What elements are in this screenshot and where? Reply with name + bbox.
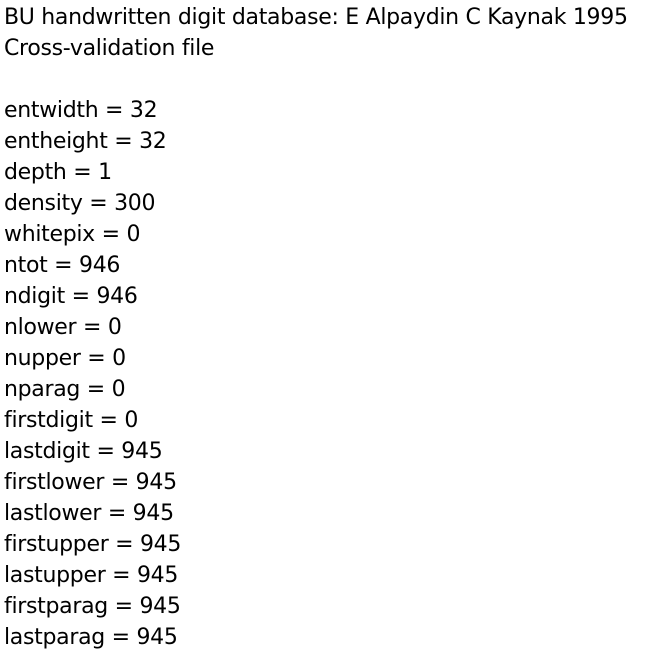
field-line-depth: depth = 1 xyxy=(4,157,671,188)
field-key: nupper xyxy=(4,346,81,371)
field-key: lastdigit xyxy=(4,439,90,464)
field-line-ndigit: ndigit = 946 xyxy=(4,281,671,312)
field-line-ntot: ntot = 946 xyxy=(4,250,671,281)
field-equals: = xyxy=(80,377,112,402)
field-value: 0 xyxy=(112,346,126,371)
field-line-entheight: entheight = 32 xyxy=(4,126,671,157)
field-equals: = xyxy=(107,594,140,619)
field-key: nparag xyxy=(4,377,81,402)
blank-line xyxy=(4,64,671,95)
field-value: 0 xyxy=(107,315,122,340)
document-title: BU handwritten digit database: E Alpaydi… xyxy=(4,5,628,30)
field-key: lastparag xyxy=(4,625,105,650)
field-line-nparag: nparag = 0 xyxy=(4,374,671,405)
field-value: 946 xyxy=(96,284,138,309)
field-key: nlower xyxy=(4,315,77,340)
field-equals: = xyxy=(80,346,113,371)
field-value: 945 xyxy=(139,532,182,557)
field-key: lastlower xyxy=(4,501,102,526)
field-key: whitepix xyxy=(4,222,95,247)
field-equals: = xyxy=(104,625,137,650)
field-key: firstlower xyxy=(4,470,105,495)
field-key: firstdigit xyxy=(4,408,93,433)
field-line-firstlower: firstlower = 945 xyxy=(4,467,671,498)
field-equals: = xyxy=(82,191,115,216)
field-equals: = xyxy=(89,439,122,464)
field-line-lastparag: lastparag = 945 xyxy=(4,622,671,653)
field-value: 300 xyxy=(114,191,156,216)
field-equals: = xyxy=(94,222,127,247)
field-equals: = xyxy=(98,98,130,123)
field-equals: = xyxy=(107,129,140,154)
field-equals: = xyxy=(47,253,79,278)
field-value: 0 xyxy=(111,377,126,402)
field-value: 945 xyxy=(136,625,178,650)
field-key: density xyxy=(4,191,83,216)
field-equals: = xyxy=(64,284,97,309)
field-value: 32 xyxy=(139,129,167,154)
field-line-firstparag: firstparag = 945 xyxy=(4,591,671,622)
field-line-lastupper: lastupper = 945 xyxy=(4,560,671,591)
field-equals: = xyxy=(66,160,99,185)
field-line-density: density = 300 xyxy=(4,188,671,219)
field-line-entwidth: entwidth = 32 xyxy=(4,95,671,126)
document-subtitle: Cross-validation file xyxy=(4,36,215,61)
field-line-firstdigit: firstdigit = 0 xyxy=(4,405,671,436)
field-value: 32 xyxy=(129,98,158,123)
field-line-nlower: nlower = 0 xyxy=(4,312,671,343)
field-equals: = xyxy=(101,501,133,526)
field-value: 945 xyxy=(135,470,177,495)
field-key: lastupper xyxy=(4,563,106,588)
field-line-firstupper: firstupper = 945 xyxy=(4,529,671,560)
field-value: 945 xyxy=(132,501,174,526)
field-key: depth xyxy=(4,160,67,185)
field-value: 945 xyxy=(121,439,163,464)
field-key: firstparag xyxy=(4,594,108,619)
field-value: 946 xyxy=(79,253,121,278)
field-equals: = xyxy=(76,315,108,340)
field-equals: = xyxy=(108,532,140,557)
field-key: firstupper xyxy=(4,532,109,557)
field-value: 945 xyxy=(136,563,179,588)
field-line-lastdigit: lastdigit = 945 xyxy=(4,436,671,467)
field-equals: = xyxy=(105,563,137,588)
field-line-nupper: nupper = 0 xyxy=(4,343,671,374)
field-line-whitepix: whitepix = 0 xyxy=(4,219,671,250)
field-line-lastlower: lastlower = 945 xyxy=(4,498,671,529)
field-key: ntot xyxy=(4,253,48,278)
field-value: 0 xyxy=(124,408,139,433)
field-value: 0 xyxy=(126,222,141,247)
field-key: entwidth xyxy=(4,98,99,123)
field-value: 945 xyxy=(139,594,181,619)
field-value: 1 xyxy=(98,160,112,185)
field-list: entwidth = 32 entheight = 32 depth = 1 dens… xyxy=(4,95,671,653)
field-key: entheight xyxy=(4,129,108,154)
field-key: ndigit xyxy=(4,284,65,309)
field-equals: = xyxy=(92,408,125,433)
field-equals: = xyxy=(104,470,136,495)
